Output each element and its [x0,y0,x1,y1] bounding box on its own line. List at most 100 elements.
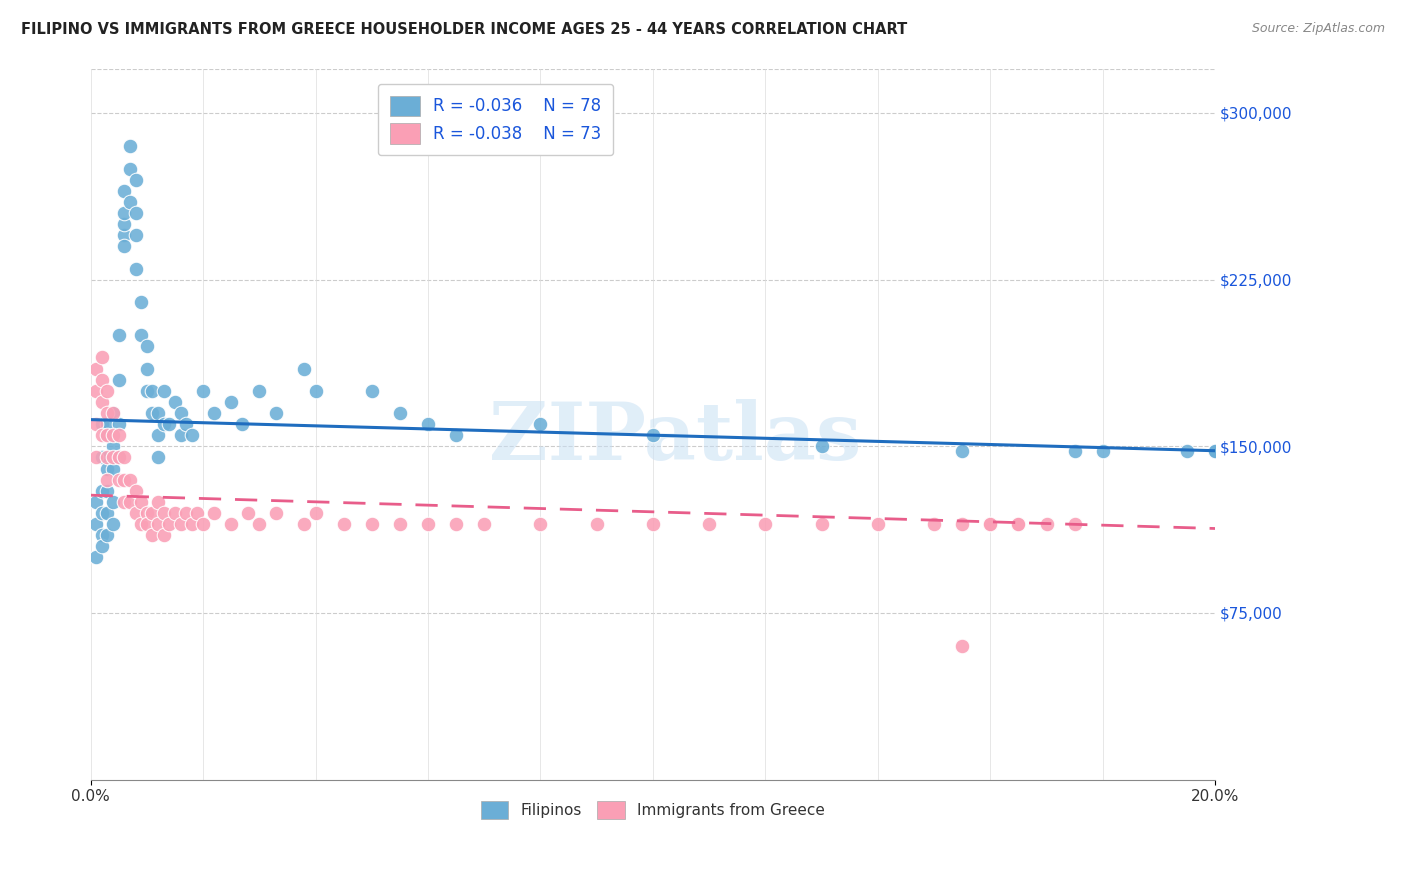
Point [112,206,135,220]
Point [90,417,112,431]
Point [1063,443,1085,458]
Point [1091,443,1114,458]
Point [202,406,225,420]
Point [124,483,146,498]
Point [112,239,135,253]
Point [112,450,135,465]
Point [96,450,118,465]
Point [264,406,287,420]
Point [90,351,112,365]
Point [96,406,118,420]
Point [96,528,118,542]
Point [146,495,169,509]
Point [135,517,157,532]
Point [118,473,141,487]
Point [101,461,124,475]
Point [90,528,112,542]
Point [135,339,157,353]
Point [697,517,720,532]
Point [247,384,270,398]
Point [754,517,776,532]
Point [174,506,197,520]
Point [202,506,225,520]
Point [1063,517,1085,532]
Point [129,294,152,309]
Point [129,328,152,343]
Point [152,506,174,520]
Point [169,406,191,420]
Point [292,361,315,376]
Point [96,483,118,498]
Point [107,428,129,442]
Point [90,506,112,520]
Point [641,517,664,532]
Point [107,417,129,431]
Point [124,206,146,220]
Point [101,450,124,465]
Point [1035,517,1057,532]
Point [96,428,118,442]
Point [979,517,1001,532]
Point [101,495,124,509]
Point [124,172,146,186]
Point [146,428,169,442]
Point [152,417,174,431]
Point [107,373,129,387]
Point [107,450,129,465]
Point [96,473,118,487]
Point [950,640,973,654]
Point [84,495,107,509]
Point [146,517,169,532]
Point [90,483,112,498]
Point [118,161,141,176]
Point [141,406,163,420]
Point [157,417,180,431]
Point [84,450,107,465]
Point [107,473,129,487]
Point [112,495,135,509]
Point [101,406,124,420]
Point [191,517,214,532]
Point [90,394,112,409]
Point [101,406,124,420]
Point [118,495,141,509]
Point [96,428,118,442]
Point [1204,443,1226,458]
Point [129,517,152,532]
Point [90,428,112,442]
Point [236,506,259,520]
Point [922,517,945,532]
Point [1007,517,1029,532]
Point [84,384,107,398]
Point [112,184,135,198]
Point [219,394,242,409]
Point [141,528,163,542]
Point [96,417,118,431]
Point [163,506,186,520]
Point [118,139,141,153]
Point [180,428,202,442]
Point [529,517,551,532]
Point [96,384,118,398]
Point [163,394,186,409]
Point [231,417,253,431]
Point [332,517,354,532]
Point [292,517,315,532]
Point [152,528,174,542]
Point [107,450,129,465]
Point [84,417,107,431]
Point [472,517,495,532]
Point [96,461,118,475]
Legend: Filipinos, Immigrants from Greece: Filipinos, Immigrants from Greece [475,795,831,825]
Point [1204,443,1226,458]
Point [191,384,214,398]
Text: Source: ZipAtlas.com: Source: ZipAtlas.com [1251,22,1385,36]
Point [141,384,163,398]
Point [264,506,287,520]
Point [101,428,124,442]
Point [124,506,146,520]
Point [135,384,157,398]
Point [146,406,169,420]
Point [96,506,118,520]
Text: FILIPINO VS IMMIGRANTS FROM GREECE HOUSEHOLDER INCOME AGES 25 - 44 YEARS CORRELA: FILIPINO VS IMMIGRANTS FROM GREECE HOUSE… [21,22,907,37]
